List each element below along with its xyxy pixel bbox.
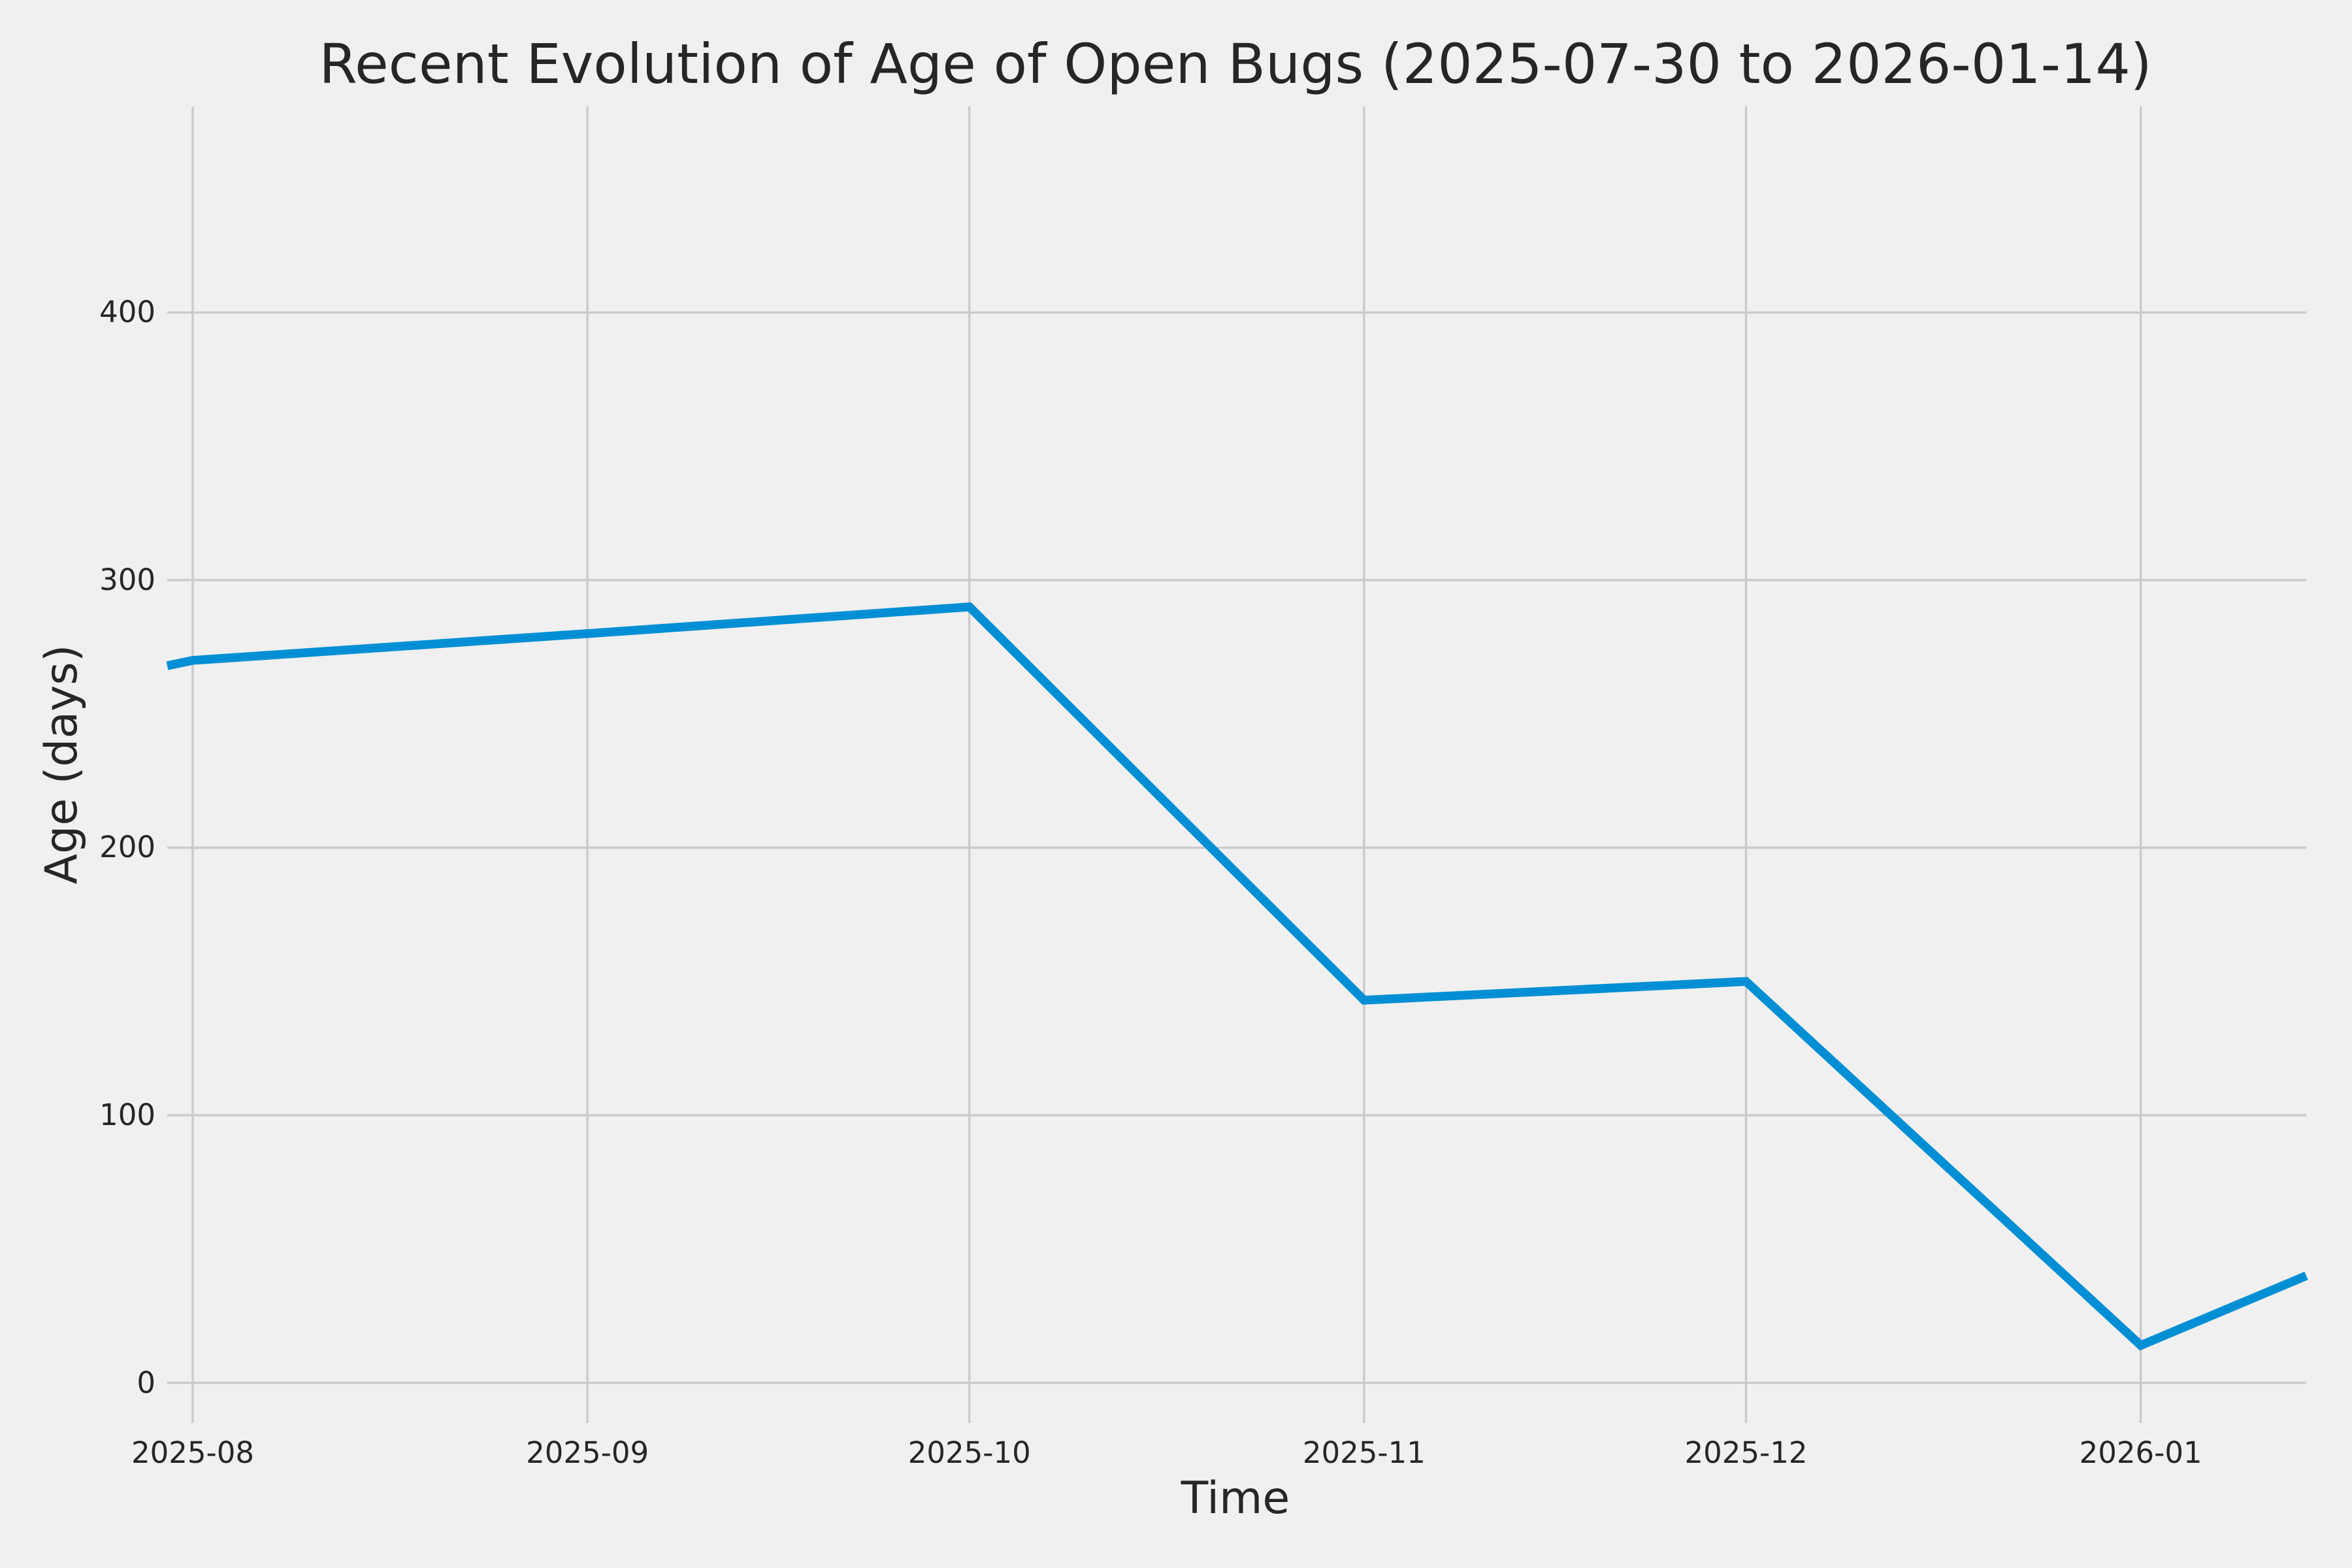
series-line-age-of-open-bugs [166, 602, 2308, 1351]
gridlines [167, 106, 2306, 1423]
x-tick-label: 2025-08 [131, 1435, 254, 1470]
x-tick-label: 2025-09 [526, 1435, 649, 1470]
x-tick-label: 2025-12 [1684, 1435, 1808, 1470]
y-tick-label: 100 [99, 1098, 155, 1132]
series-group [166, 602, 2308, 1351]
x-tick-label: 2025-11 [1302, 1435, 1426, 1470]
y-tick-label: 200 [99, 830, 155, 865]
x-axis-label: Time [1181, 1473, 1290, 1524]
x-tick-label: 2026-01 [2079, 1435, 2202, 1470]
y-tick-label: 0 [137, 1365, 155, 1400]
y-tick-label: 400 [99, 295, 155, 330]
x-tick-label: 2025-10 [907, 1435, 1031, 1470]
chart-title: Recent Evolution of Age of Open Bugs (20… [319, 32, 2152, 96]
y-tick-label: 300 [99, 562, 155, 597]
